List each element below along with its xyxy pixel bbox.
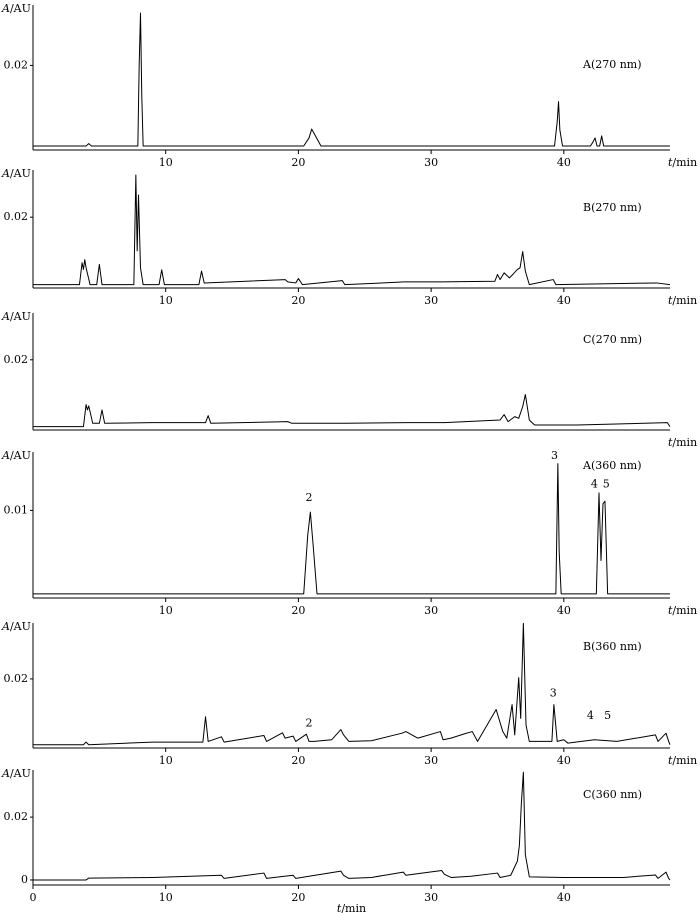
x-axis-label: t/min (668, 436, 697, 449)
x-tick-label: 40 (557, 604, 571, 617)
x-tick-label: 30 (424, 604, 438, 617)
trace (33, 394, 671, 428)
y-tick-label: 0.02 (4, 672, 29, 685)
y-tick-label: 0.02 (4, 810, 29, 823)
x-tick-label: 20 (291, 891, 305, 904)
x-axis-label: t/min (668, 156, 697, 169)
peak-label: 5 (604, 709, 611, 722)
x-tick-label: 10 (159, 294, 173, 307)
trace (33, 622, 671, 746)
y-axis-label: A/AU (1, 620, 31, 633)
trace (33, 174, 671, 286)
x-tick-label: 0 (30, 891, 37, 904)
panel-title: A(360 nm) (582, 459, 642, 472)
y-tick-label: 0.02 (4, 210, 29, 223)
y-axis-label: A/AU (1, 2, 31, 15)
peak-label: 4 (587, 709, 594, 722)
y-axis-label: A/AU (1, 167, 31, 180)
x-tick-label: 30 (424, 156, 438, 169)
x-axis-label: t/min (668, 754, 697, 767)
y-axis-label: A/AU (1, 310, 31, 323)
peak-label: 4 (591, 478, 598, 491)
panel-title: C(360 nm) (583, 788, 642, 801)
x-tick-label: 20 (291, 604, 305, 617)
panel-title: A(270 nm) (582, 58, 642, 71)
x-axis-label: t/min (337, 902, 366, 913)
x-tick-label: 20 (291, 754, 305, 767)
x-tick-label: 30 (424, 294, 438, 307)
x-axis-label: t/min (668, 294, 697, 307)
y-tick-label: 0.02 (4, 353, 29, 366)
panel-title: B(270 nm) (583, 201, 642, 214)
x-tick-label: 30 (424, 754, 438, 767)
x-tick-label: 20 (291, 294, 305, 307)
peak-label: 3 (550, 687, 557, 700)
trace (33, 771, 671, 881)
x-tick-label: 10 (159, 754, 173, 767)
x-tick-label: 40 (557, 891, 571, 904)
peak-label: 2 (306, 716, 313, 729)
y-axis-label: A/AU (1, 449, 31, 462)
trace (33, 463, 670, 595)
x-tick-label: 10 (159, 891, 173, 904)
panel-title: C(270 nm) (583, 333, 642, 346)
panel-title: B(360 nm) (583, 640, 642, 653)
y-tick-label: 0 (21, 873, 28, 886)
x-tick-label: 40 (557, 754, 571, 767)
x-tick-label: 10 (159, 156, 173, 169)
trace (33, 12, 670, 147)
x-tick-label: 30 (424, 891, 438, 904)
peak-label: 2 (306, 491, 313, 504)
y-tick-label: 0.02 (4, 58, 29, 71)
x-axis-label: t/min (668, 604, 697, 617)
y-tick-label: 0.01 (4, 503, 29, 516)
y-axis-label: A/AU (1, 767, 31, 780)
peak-label: 3 (551, 449, 558, 462)
peak-label: 5 (603, 478, 610, 491)
x-tick-label: 10 (159, 604, 173, 617)
x-tick-label: 40 (557, 156, 571, 169)
x-tick-label: 20 (291, 156, 305, 169)
x-tick-label: 40 (557, 294, 571, 307)
